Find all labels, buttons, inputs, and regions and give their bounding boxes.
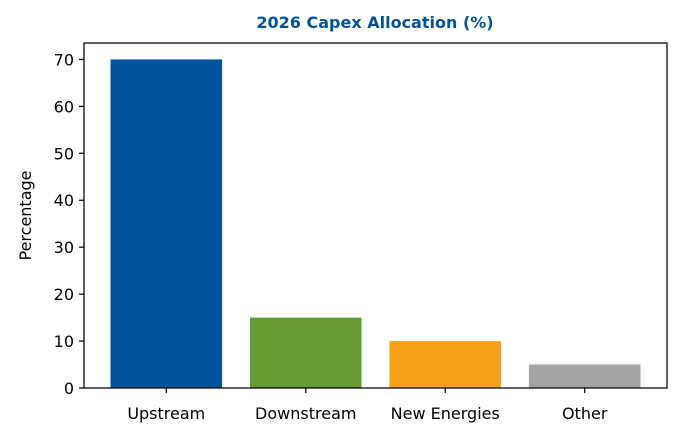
y-tick-label: 50 — [54, 144, 74, 163]
bar-other — [528, 364, 641, 388]
x-tick-label: Upstream — [127, 404, 205, 423]
y-tick-label: 70 — [54, 50, 74, 69]
x-tick-label: New Energies — [391, 404, 500, 423]
y-tick-label: 60 — [54, 97, 74, 116]
y-axis-label: Percentage — [16, 170, 35, 260]
y-tick-label: 40 — [54, 191, 74, 210]
bar-upstream — [110, 59, 223, 389]
y-tick-label: 20 — [54, 285, 74, 304]
x-tick-label: Downstream — [255, 404, 356, 423]
x-axis-ticks: Upstream Downstream New Energies Other — [127, 388, 608, 423]
y-tick-label: 0 — [64, 379, 74, 398]
bars-group — [110, 59, 641, 389]
plot-area-frame — [83, 42, 668, 389]
y-tick-label: 10 — [54, 332, 74, 351]
y-tick-label: 30 — [54, 238, 74, 257]
x-tick-label: Other — [562, 404, 608, 423]
bar-downstream — [249, 317, 362, 388]
y-axis-ticks: 0 10 20 30 40 50 60 70 — [54, 50, 84, 398]
chart-title: 2026 Capex Allocation (%) — [256, 13, 493, 32]
bar-new-energies — [389, 341, 502, 388]
